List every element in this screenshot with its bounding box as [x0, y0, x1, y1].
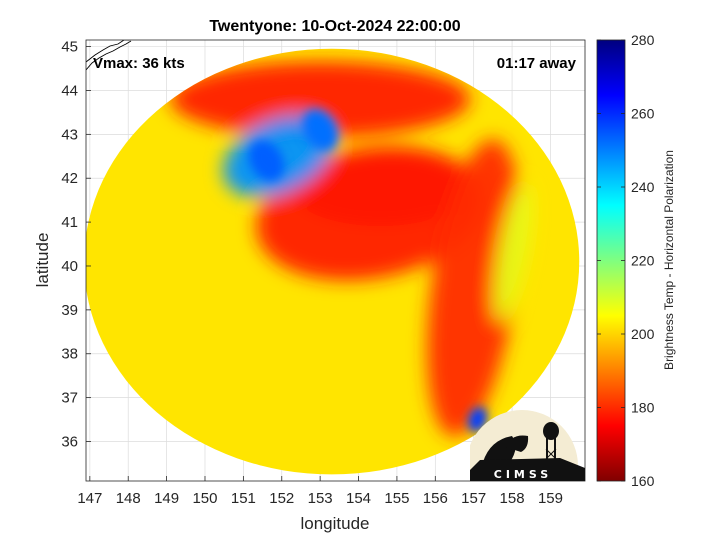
x-tick-label: 149 [154, 490, 179, 507]
x-tick-label: 154 [346, 490, 371, 507]
colorbar-tick-label: 180 [631, 400, 655, 416]
colorbar-tick-label: 240 [631, 179, 655, 195]
y-axis: 36 37 38 39 40 41 42 43 44 45 [61, 39, 91, 451]
y-tick-label: 43 [61, 126, 78, 143]
x-tick-label: 150 [192, 490, 217, 507]
colorbar-tick-label: 260 [631, 106, 655, 122]
y-tick-label: 37 [61, 390, 78, 407]
colorbar-tick-label: 160 [631, 473, 655, 489]
x-tick-label: 156 [423, 490, 448, 507]
x-axis-label: longitude [300, 514, 369, 533]
y-tick-label: 40 [61, 258, 78, 275]
cold-band-north [170, 61, 471, 138]
y-tick-label: 39 [61, 302, 78, 319]
colorbar: 160 180 200 220 240 260 280 Brightness Temp - … [596, 32, 676, 489]
colorbar-tick-label: 220 [631, 253, 655, 269]
x-tick-label: 148 [116, 490, 141, 507]
x-axis: 147 148 149 150 151 152 153 154 155 156 157 158 159 [77, 476, 563, 507]
cimss-logo: CIMSS [470, 410, 585, 481]
x-tick-label: 147 [77, 490, 102, 507]
y-tick-label: 42 [61, 170, 78, 187]
x-tick-label: 155 [384, 490, 409, 507]
coastline [86, 40, 132, 71]
y-axis-label: latitude [33, 233, 52, 288]
colorbar-tick-label: 280 [631, 32, 655, 48]
x-tick-label: 157 [461, 490, 486, 507]
axes-box [85, 39, 586, 482]
hot-spot-north [248, 140, 285, 182]
hot-spot-north [302, 109, 338, 151]
x-tick-label: 153 [308, 490, 333, 507]
cold-core [256, 146, 484, 281]
vmax-annotation: Vmax: 36 kts [93, 55, 185, 72]
colorbar-gradient [596, 39, 626, 482]
y-tick-label: 36 [61, 434, 78, 451]
y-tick-label: 38 [61, 346, 78, 363]
y-tick-label: 44 [61, 82, 78, 99]
colorbar-tick-label: 200 [631, 326, 655, 342]
east-edge-band [493, 183, 531, 322]
cold-band-east [427, 139, 521, 437]
colorbar-label: Brightness Temp - Horizontal Polarizatio… [662, 150, 676, 370]
hot-spot-south [467, 406, 488, 433]
y-tick-label: 41 [61, 214, 78, 231]
x-tick-label: 152 [269, 490, 294, 507]
colorbar-ticks: 160 180 200 220 240 260 280 [597, 32, 655, 489]
x-tick-label: 158 [500, 490, 525, 507]
x-tick-label: 159 [538, 490, 563, 507]
cimss-logo-text: CIMSS [494, 468, 552, 481]
x-tick-label: 151 [231, 490, 256, 507]
y-tick-label: 45 [61, 39, 78, 56]
chart-title: Twentyone: 10-Oct-2024 22:00:00 [209, 18, 460, 35]
brightness-temp-swath [86, 48, 580, 475]
time-away-annotation: 01:17 away [497, 55, 577, 72]
